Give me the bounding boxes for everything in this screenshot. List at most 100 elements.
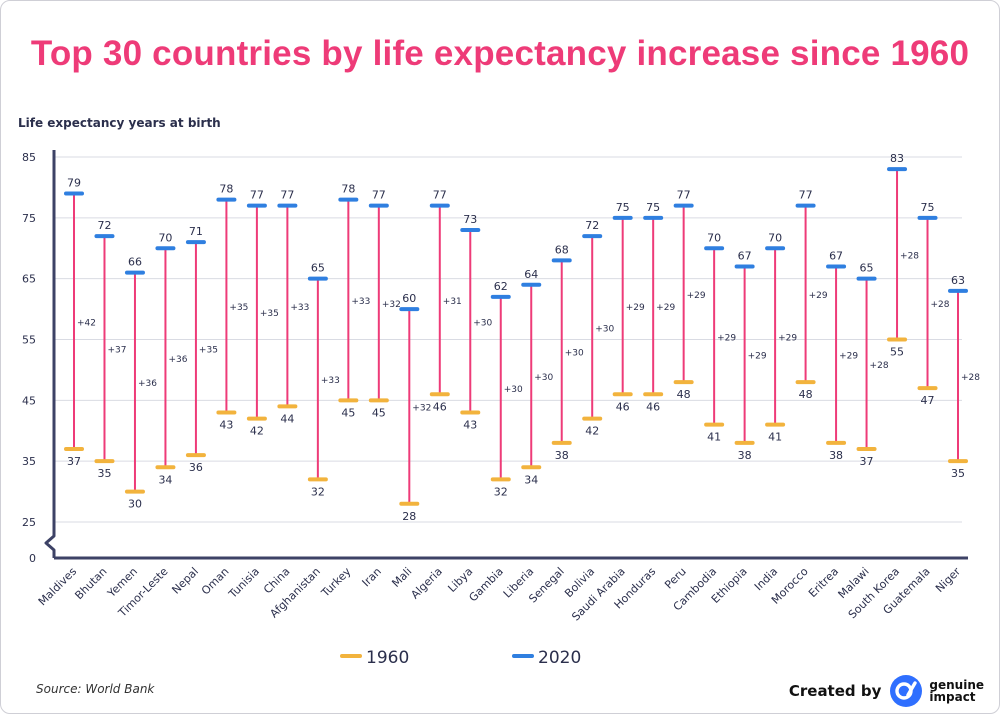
x-tick-label: Maldives [36,565,80,609]
increase-label: +29 [748,352,767,362]
value-label-2020: 67 [829,250,843,263]
value-label-1960: 46 [433,400,447,413]
x-tick-label: Bhutan [72,565,109,602]
value-label-2020: 66 [128,256,142,269]
increase-label: +36 [168,355,187,365]
increase-label: +33 [290,303,309,313]
increase-label: +35 [199,346,218,356]
y-tick-label: 35 [22,455,36,468]
x-tick-label: India [752,565,780,593]
brand-name: genuine impact [929,679,984,703]
value-label-2020: 65 [860,262,874,275]
value-label-1960: 35 [951,467,965,480]
increase-label: +28 [961,373,980,383]
value-label-1960: 37 [860,455,874,468]
value-label-2020: 70 [707,231,721,244]
x-tick-label: Iran [360,565,384,589]
x-tick-label: Niger [933,565,963,595]
increase-label: +35 [229,303,248,313]
increase-label: +30 [534,373,553,383]
x-tick-label: Eritrea [806,565,841,600]
y-tick-label: 75 [22,212,36,225]
value-label-1960: 46 [646,400,660,413]
increase-label: +35 [260,309,279,319]
value-label-1960: 45 [372,406,386,419]
increase-label: +29 [656,303,675,313]
value-label-1960: 37 [67,455,81,468]
value-label-2020: 68 [555,243,569,256]
value-label-2020: 64 [524,268,538,281]
value-label-2020: 72 [585,219,599,232]
increase-label: +37 [107,346,126,356]
value-label-2020: 83 [890,152,904,165]
value-label-2020: 77 [280,189,294,202]
value-label-2020: 77 [250,189,264,202]
value-label-1960: 45 [341,406,355,419]
value-label-1960: 41 [768,431,782,444]
increase-label: +29 [626,303,645,313]
increase-label: +28 [931,300,950,310]
y-tick-label: 55 [22,334,36,347]
value-label-2020: 75 [646,201,660,214]
increase-label: +28 [900,251,919,261]
x-tick-label: Mali [389,565,414,590]
x-tick-label: Nepal [169,565,201,597]
value-label-1960: 38 [738,449,752,462]
value-label-1960: 48 [677,388,691,401]
value-label-2020: 77 [677,189,691,202]
value-label-1960: 55 [890,346,904,359]
y-tick-label: 85 [22,151,36,164]
value-label-1960: 48 [799,388,813,401]
y-axis-label: Life expectancy years at birth [18,116,221,130]
value-label-2020: 71 [189,225,203,238]
increase-label: +28 [870,361,889,371]
increase-label: +29 [687,291,706,301]
value-label-1960: 38 [829,449,843,462]
increase-label: +32 [382,300,401,310]
increase-label: +31 [443,297,462,307]
value-label-2020: 78 [341,183,355,196]
x-tick-label: Turkey [318,565,354,601]
value-label-2020: 60 [402,292,416,305]
value-label-2020: 63 [951,274,965,287]
value-label-1960: 32 [494,485,508,498]
chart-title: Top 30 countries by life expectancy incr… [30,34,970,73]
y-tick-label: 45 [22,394,36,407]
legend-label: 1960 [366,648,409,668]
value-label-2020: 75 [921,201,935,214]
value-label-1960: 43 [463,419,477,432]
x-tick-label: Gambia [466,565,505,604]
value-label-2020: 75 [616,201,630,214]
increase-label: +30 [504,385,523,395]
genuine-impact-logo-icon [890,675,923,707]
increase-label: +29 [839,352,858,362]
value-label-2020: 77 [372,189,386,202]
value-label-2020: 70 [158,231,172,244]
increase-label: +29 [717,333,736,343]
value-label-1960: 32 [311,485,325,498]
value-label-2020: 77 [799,189,813,202]
value-label-2020: 62 [494,280,508,293]
value-label-1960: 46 [616,400,630,413]
legend: 1960 2020 [340,648,581,668]
value-label-1960: 41 [707,431,721,444]
legend-label: 2020 [538,648,581,668]
value-label-1960: 28 [402,510,416,523]
value-label-1960: 35 [97,467,111,480]
value-label-1960: 36 [189,461,203,474]
value-label-1960: 42 [250,425,264,438]
increase-label: +32 [412,403,431,413]
brand-line-1: genuine [929,678,984,692]
grid-lines [54,156,962,523]
credit: Created by genuine impact [789,674,984,708]
increase-label: +30 [565,349,584,359]
value-label-1960: 34 [158,473,172,486]
value-label-2020: 65 [311,262,325,275]
value-label-2020: 78 [219,183,233,196]
value-label-2020: 77 [433,189,447,202]
x-tick-label: Tunisia [226,565,262,601]
value-label-1960: 42 [585,425,599,438]
brand-line-2: impact [929,690,976,704]
data-marks: 7937+42Maldives7235+37Bhutan6630+36Yemen… [36,152,981,623]
value-label-1960: 43 [219,419,233,432]
